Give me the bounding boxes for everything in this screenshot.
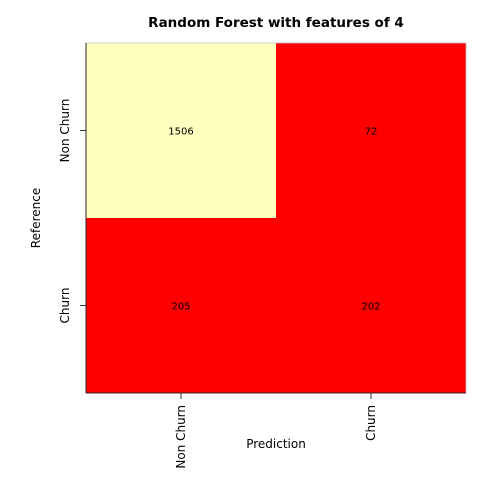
y-tick-label: Non Churn	[58, 99, 72, 163]
cell-value-label: 205	[171, 302, 190, 313]
heatmap-cell	[86, 43, 276, 218]
y-tick-label: Churn	[58, 288, 72, 324]
cell-value-label: 202	[361, 302, 380, 313]
x-tick-label: Non Churn	[174, 405, 188, 469]
heatmap-cell	[86, 218, 276, 393]
heatmap-cell	[276, 218, 466, 393]
heatmap-cells: 1506 72 205 202	[86, 43, 466, 393]
x-axis-label: Prediction	[246, 437, 306, 451]
cell-value-label: 72	[365, 127, 378, 138]
x-tick-label: Churn	[364, 405, 378, 441]
cell-value-label: 1506	[168, 127, 193, 138]
y-axis-label: Reference	[29, 188, 43, 248]
axis-ticks: Non Churn Churn Non Churn Churn	[58, 42, 467, 469]
heatmap-cell	[276, 43, 466, 218]
chart-title: Random Forest with features of 4	[148, 15, 404, 31]
